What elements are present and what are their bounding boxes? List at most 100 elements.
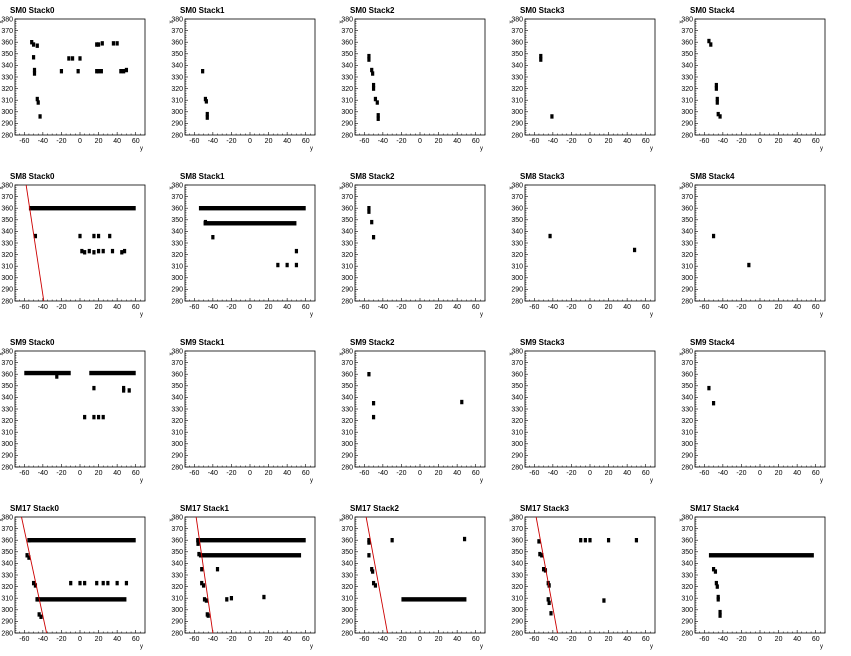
hit-point [371,82,376,88]
y-tick-label: 360 [1,538,13,545]
y-axis-label: x [339,353,345,356]
y-tick-label: 350 [171,51,183,58]
hit-band [89,370,136,376]
hit-band [28,206,136,211]
x-axis-label: y [310,312,313,318]
plot-frame [354,350,486,468]
x-tick-label: 40 [623,470,631,477]
y-axis-label: x [509,519,515,522]
y-tick-label: 290 [681,453,693,460]
plot-panel: SM9 Stack3 280 290 300 310 320 330 340 350 360 370… [509,338,656,484]
y-tick-label: 340 [681,395,693,402]
y-tick-label: 380 [681,514,693,521]
x-tick-label: -40 [208,470,218,477]
y-tick-label: 360 [681,372,693,379]
x-tick-label: -60 [19,470,29,477]
hit-point [367,209,371,214]
y-tick-label: 330 [171,406,183,413]
plot-title: SM0 Stack0 [10,6,55,15]
hit-point [36,100,40,105]
plot-area [25,185,136,301]
hit-point [39,614,43,619]
y-tick-label: 360 [171,40,183,47]
plot-title: SM0 Stack2 [350,6,395,15]
hit-point [460,399,464,405]
x-tick-label: -20 [56,470,66,477]
y-tick-label: 370 [511,194,523,201]
y-tick-label: 380 [171,16,183,23]
y-tick-label: 330 [511,240,523,247]
y-axis-label: x [679,187,685,190]
y-tick-label: 290 [171,287,183,294]
hit-point [367,206,371,211]
hit-point [370,567,374,572]
y-tick-label: 280 [1,298,13,305]
hit-point [92,233,96,239]
hit-point [632,247,637,253]
plot-area [365,517,467,633]
plot-frame [694,350,826,468]
x-tick-label: 40 [283,636,291,643]
y-tick-label: 280 [1,630,13,637]
y-tick-label: 350 [341,51,353,58]
x-tick-label: -60 [699,304,709,311]
x-tick-label: 0 [418,304,422,311]
x-tick-label: -60 [19,304,29,311]
y-tick-label: 330 [511,74,523,81]
plot-area [198,206,306,268]
x-tick-label: 40 [453,304,461,311]
y-axis-label: x [0,21,5,24]
y-tick-label: 310 [341,264,353,271]
hit-point [215,567,220,572]
y-tick-label: 380 [511,514,523,521]
plot-panel: SM9 Stack2 280 290 300 310 320 330 340 350 360 370… [339,338,486,484]
y-tick-label: 310 [511,596,523,603]
hit-point [540,553,544,558]
plot-panel: SM8 Stack0 280 290 300 310 320 330 340 350 360 370… [0,172,146,318]
x-tick-label: -20 [566,304,576,311]
x-tick-label: 60 [642,636,650,643]
x-axis-label: y [480,146,483,152]
x-tick-label: -20 [566,636,576,643]
y-tick-label: 330 [171,240,183,247]
hit-point [69,580,73,586]
plot-frame [14,18,146,136]
y-tick-label: 310 [1,264,13,271]
y-tick-label: 330 [171,74,183,81]
y-tick-label: 350 [511,217,523,224]
plot-frame [524,18,656,136]
hit-band [35,597,127,602]
hit-point [538,551,542,557]
hit-point [119,69,123,74]
y-tick-label: 280 [681,298,693,305]
x-tick-label: 20 [775,138,783,145]
x-tick-label: 20 [605,138,613,145]
x-tick-label: 0 [588,304,592,311]
y-tick-label: 370 [341,526,353,533]
plot-area [548,233,637,253]
x-tick-label: 60 [302,138,310,145]
y-tick-label: 350 [341,383,353,390]
x-tick-label: 20 [265,138,273,145]
hit-point [99,69,103,74]
y-tick-label: 280 [681,630,693,637]
y-tick-label: 290 [341,121,353,128]
plot-area [707,38,722,119]
y-tick-label: 280 [1,132,13,139]
y-tick-label: 360 [511,206,523,213]
x-tick-label: -60 [19,636,29,643]
hit-point [549,611,553,616]
y-tick-label: 320 [681,584,693,591]
y-tick-label: 310 [1,98,13,105]
y-tick-label: 360 [341,40,353,47]
plot-panel: SM0 Stack4 280 290 300 310 320 330 340 350 360 370… [679,6,826,152]
hit-band [28,538,136,543]
y-tick-label: 360 [681,206,693,213]
hit-point [367,553,371,558]
y-tick-label: 280 [681,132,693,139]
plot-title: SM17 Stack3 [520,504,569,513]
y-tick-label: 320 [681,252,693,259]
x-tick-label: -20 [396,304,406,311]
x-axis-label: y [820,146,823,152]
